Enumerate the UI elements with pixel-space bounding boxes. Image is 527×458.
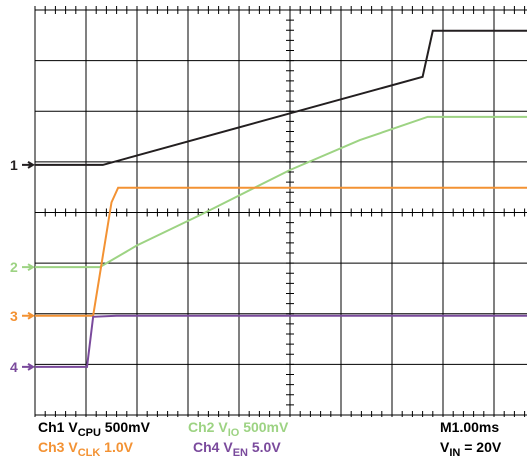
trace [35, 314, 527, 368]
trace [35, 115, 527, 269]
channel-marker: 2 [10, 259, 18, 275]
label-scale: 5.0V [248, 439, 281, 455]
label-text: Ch3 V [38, 439, 78, 455]
label-text: V [440, 439, 450, 455]
label-subscript: EN [233, 447, 248, 458]
channel-label: VIN = 20V [440, 439, 502, 458]
label-subscript: CLK [78, 447, 101, 458]
label-scale: = 20V [460, 439, 502, 455]
channel-label: M1.00ms [440, 419, 499, 435]
label-text: Ch2 V [188, 419, 228, 435]
channel-marker: 1 [10, 157, 18, 173]
channel-marker: 4 [10, 359, 18, 375]
channel-arrow [22, 161, 35, 169]
channel-marker: 3 [10, 308, 18, 324]
label-scale: 500mV [101, 419, 151, 435]
channel-label: Ch3 VCLK 1.0V [38, 439, 134, 458]
trace [35, 186, 527, 317]
label-subscript: CPU [78, 427, 101, 439]
label-scale: 1.0V [100, 439, 133, 455]
trace [35, 29, 527, 166]
label-text: Ch1 V [38, 419, 78, 435]
channel-arrow [22, 311, 35, 320]
footer-band [0, 417, 527, 458]
channel-label: Ch1 VCPU 500mV [38, 419, 151, 439]
label-text: M1.00ms [440, 419, 499, 435]
channel-arrow [22, 363, 35, 371]
channel-label: Ch4 VEN 5.0V [193, 439, 281, 458]
label-subscript: IO [228, 427, 240, 439]
channel-arrow [22, 263, 35, 272]
label-text: Ch4 V [193, 439, 233, 455]
channel-label: Ch2 VIO 500mV [188, 419, 289, 439]
label-subscript: IN [449, 447, 460, 458]
label-scale: 500mV [239, 419, 289, 435]
